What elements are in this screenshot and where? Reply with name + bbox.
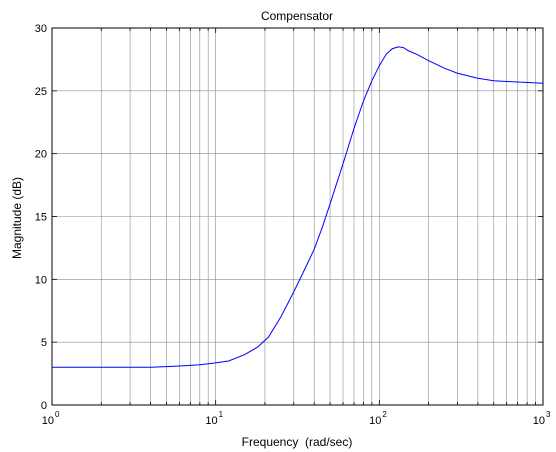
y-tick-label: 30 — [35, 23, 47, 35]
x-tick-label-base: 10 — [42, 415, 54, 427]
y-tick-label: 25 — [35, 86, 47, 98]
y-tick-labels: 0 5 10 15 20 25 30 — [35, 23, 47, 412]
y-tick-label: 15 — [35, 212, 47, 224]
x-tick-label-exponent: 0 — [55, 410, 60, 419]
y-axis-label: Magnitude (dB) — [10, 177, 24, 259]
x-tick-label-exponent: 1 — [219, 410, 224, 419]
x-axis-label: Frequency (rad/sec) — [242, 435, 353, 449]
y-tick-label: 10 — [35, 274, 47, 286]
x-tick-label: 102 — [369, 410, 387, 427]
x-tick-label-exponent: 3 — [546, 410, 551, 419]
x-tick-label-exponent: 2 — [382, 410, 387, 419]
chart-title: Compensator — [261, 9, 333, 23]
x-tick-label: 100 — [42, 410, 60, 427]
magnitude-curve — [52, 46, 544, 368]
plot-frame — [51, 27, 544, 406]
grid-lines — [52, 28, 543, 405]
x-tick-label-base: 10 — [205, 415, 217, 427]
y-tick-label: 0 — [41, 400, 47, 412]
x-tick-label: 103 — [533, 410, 551, 427]
x-tick-label-base: 10 — [369, 415, 381, 427]
y-tick-label: 20 — [35, 149, 47, 161]
x-tick-label-base: 10 — [533, 415, 545, 427]
x-tick-label: 101 — [205, 410, 223, 427]
y-tick-label: 5 — [41, 337, 47, 349]
